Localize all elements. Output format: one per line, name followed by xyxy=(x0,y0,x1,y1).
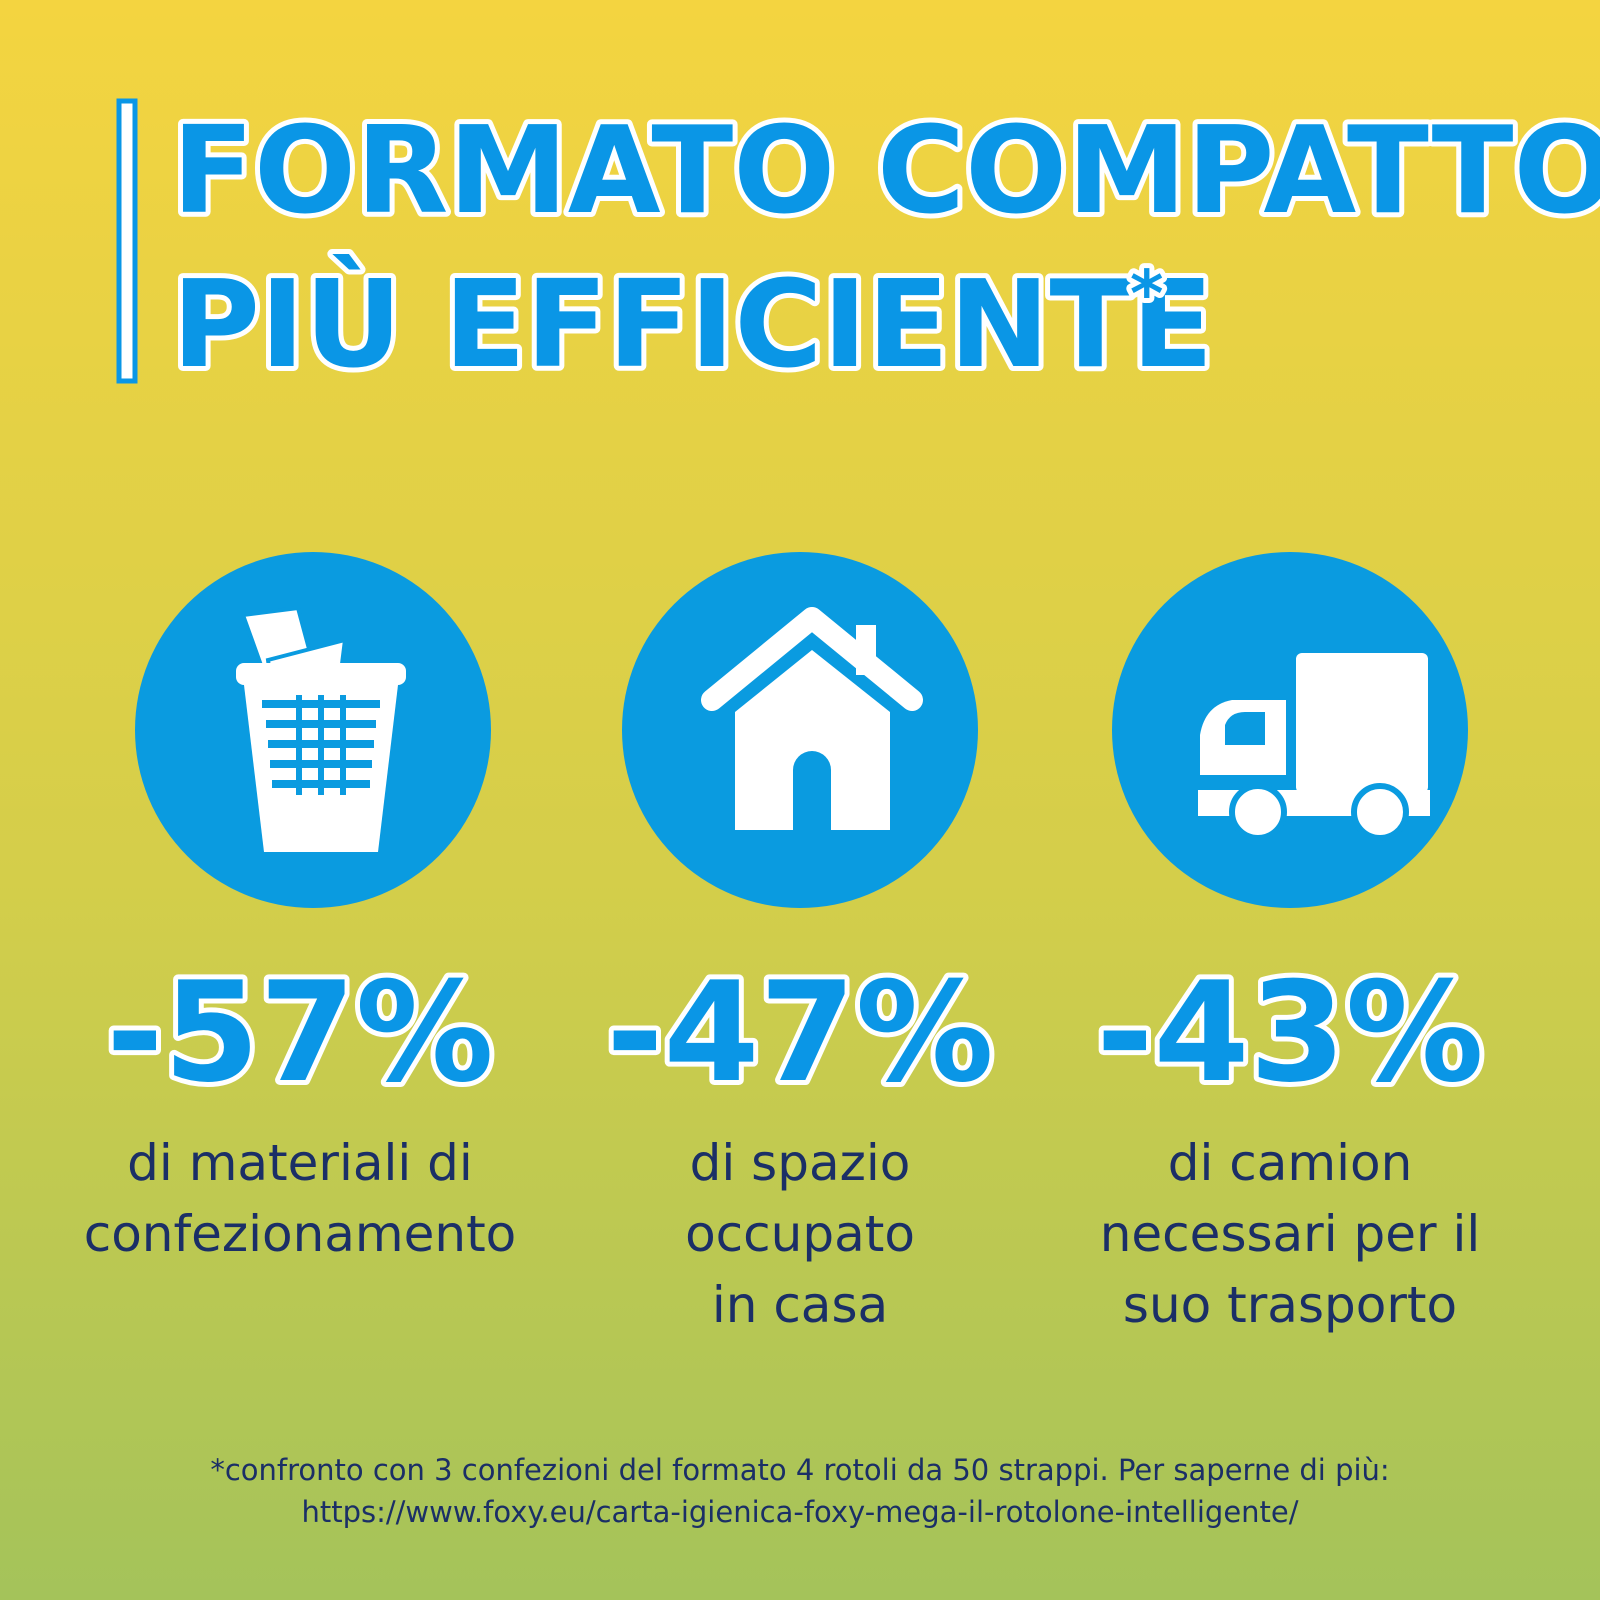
trash-icon xyxy=(135,552,491,908)
house-icon xyxy=(622,552,978,908)
truck-icon xyxy=(1112,552,1468,908)
title-bar xyxy=(116,98,138,384)
stat-description: suo trasporto xyxy=(1123,1276,1457,1334)
title-asterisk: * xyxy=(1130,258,1163,332)
stat-value: -47% xyxy=(606,952,994,1113)
stats: -57% di materiali di confezionamento -47% di… xyxy=(84,947,1489,1334)
stat-description: confezionamento xyxy=(84,1205,517,1263)
footnote-line: *confronto con 3 confezioni del formato … xyxy=(210,1453,1389,1487)
title-line: PIÙ EFFICIENTE xyxy=(172,255,1213,395)
stat-description: occupato xyxy=(685,1205,915,1263)
title-line: FORMATO COMPATTO xyxy=(172,102,1600,241)
stat-description: necessari per il xyxy=(1100,1205,1481,1263)
stat-description: di materiali di xyxy=(127,1134,473,1192)
stat-description: di spazio xyxy=(690,1134,911,1192)
stat-description: di camion xyxy=(1168,1134,1413,1192)
stat-value: -57% xyxy=(106,952,494,1113)
footnote-line: https://www.foxy.eu/carta-igienica-foxy-… xyxy=(301,1495,1298,1529)
stat-value: -43% xyxy=(1096,952,1484,1113)
stat-description: in casa xyxy=(712,1276,888,1334)
